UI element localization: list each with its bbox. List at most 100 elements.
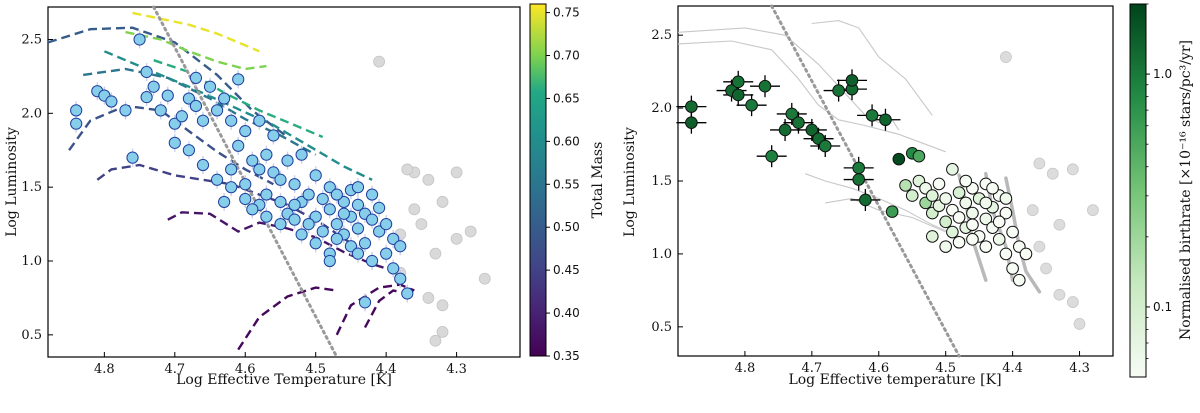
star-point (210, 173, 224, 186)
star-point (351, 198, 365, 211)
star-point (745, 98, 758, 112)
mass-track (153, 59, 324, 139)
star-point (926, 189, 939, 202)
grey-star (450, 232, 463, 245)
star-point (196, 158, 210, 172)
star-point (885, 205, 899, 218)
star-point (905, 189, 919, 202)
right-xlabel: Log Effective temperature [K] (788, 372, 1001, 388)
x-tick-label: 4.4 (1002, 361, 1023, 376)
star-point (380, 247, 393, 260)
star-point (373, 201, 386, 214)
right-colorbar: 0.1 1.0 Normalised birthrate [×10⁻¹⁶ star… (1129, 3, 1194, 378)
star-point (274, 195, 287, 209)
star-point (778, 123, 792, 137)
right-diagonal-line (770, 4, 961, 358)
star-point (952, 235, 966, 249)
left-stars (70, 30, 414, 312)
star-point (337, 207, 350, 220)
left-panel: 4.8 4.7 4.6 4.5 4.4 4.3 0.5 1.0 1.5 2.0 2.5 Log Ef… (4, 5, 521, 388)
grey-star (429, 334, 442, 347)
star-point (999, 192, 1013, 205)
right-error-stars (676, 69, 901, 211)
star-point (225, 163, 238, 176)
star-point (210, 104, 224, 117)
grey-track (825, 197, 946, 233)
star-point (852, 161, 865, 175)
star-point (288, 198, 301, 211)
colorbar-tick-label: 0.75 (553, 6, 580, 20)
star-point (239, 192, 252, 206)
star-point (260, 210, 273, 223)
y-tick-label: 1.5 (21, 180, 42, 195)
star-point (999, 247, 1013, 261)
star-point (295, 148, 308, 161)
star-point (946, 163, 959, 176)
star-point (203, 80, 217, 93)
grey-star (436, 196, 449, 208)
star-point (323, 203, 336, 216)
star-point (939, 215, 952, 229)
grey-star (1033, 157, 1046, 170)
mass-track (237, 286, 337, 351)
star-point (805, 123, 819, 137)
star-point (394, 240, 407, 253)
y-tick-label: 0.5 (21, 328, 42, 343)
colorbar-tick-label: 0.60 (553, 134, 580, 148)
star-point (260, 188, 273, 201)
x-tick-label: 4.7 (802, 361, 823, 376)
star-point (253, 163, 266, 176)
colorbar-tick-label: 0.40 (553, 306, 580, 320)
star-point (939, 240, 952, 253)
star-point (288, 213, 301, 226)
star-point (785, 107, 799, 121)
left-plot-frame (47, 6, 521, 358)
right-colorbar-ticks: 0.1 1.0 (1146, 3, 1172, 359)
star-point (758, 79, 772, 93)
star-point (979, 196, 993, 210)
grey-star (1040, 262, 1052, 275)
star-point (373, 225, 386, 238)
star-point (316, 192, 329, 206)
left-grey-stars (373, 55, 491, 347)
star-point (330, 188, 343, 201)
star-point (323, 181, 336, 194)
star-point (1006, 225, 1019, 239)
star-point (323, 254, 336, 268)
star-point (126, 151, 139, 164)
star-point (992, 233, 1006, 246)
left-ticks: 4.8 4.7 4.6 4.5 4.4 4.3 0.5 1.0 1.5 2.0 2.5 (21, 32, 467, 377)
star-point (351, 222, 365, 235)
star-point (189, 99, 203, 113)
star-point (302, 188, 315, 201)
grey-star (1046, 167, 1059, 180)
grey-track (677, 40, 946, 153)
star-point (218, 195, 231, 209)
star-point (351, 247, 365, 260)
grey-star (408, 203, 421, 216)
star-point (365, 213, 379, 226)
x-tick-label: 4.5 (935, 361, 956, 376)
star-point (225, 114, 238, 127)
y-tick-label: 1.0 (21, 254, 42, 269)
star-point (966, 206, 979, 220)
grey-star (1073, 318, 1086, 330)
grey-star (1053, 288, 1066, 301)
star-point (175, 110, 188, 123)
star-point (140, 65, 153, 79)
star-point (832, 84, 845, 97)
star-point (316, 225, 329, 238)
grey-star (436, 325, 449, 338)
left-colorbar-gradient (529, 3, 547, 357)
mass-track (47, 26, 289, 138)
mass-track (335, 283, 415, 336)
star-point (1006, 262, 1019, 275)
star-point (926, 230, 939, 243)
star-point (140, 90, 153, 104)
star-point (731, 75, 745, 89)
x-tick-label: 4.7 (164, 362, 185, 377)
x-tick-label: 4.6 (868, 361, 889, 376)
star-point (161, 89, 174, 102)
colorbar-tick-label: 0.70 (553, 49, 580, 63)
star-point (330, 232, 343, 245)
